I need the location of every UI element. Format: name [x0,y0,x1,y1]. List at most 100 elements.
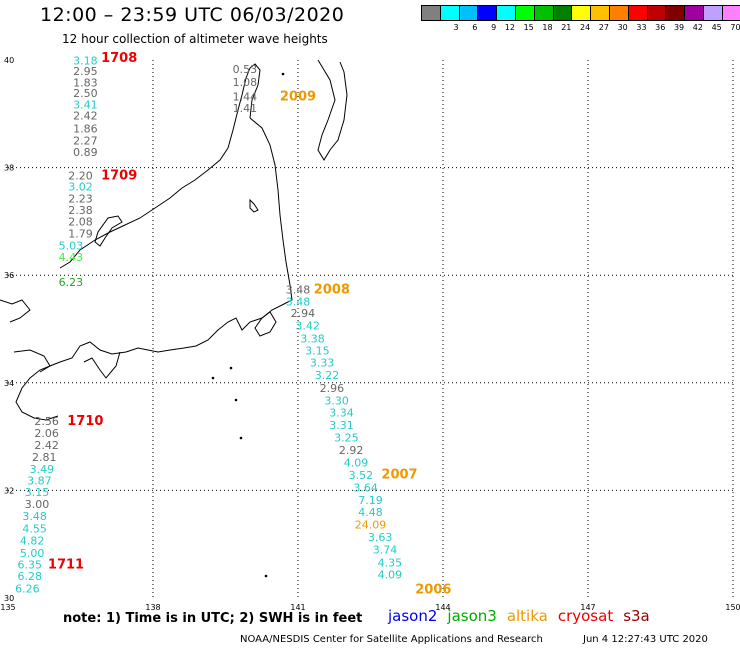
colorbar-cell: 12 [496,5,516,32]
wave-height-value: 3.30 [324,394,349,407]
wave-height-value: 1.41 [233,102,258,115]
wave-height-value: 3.74 [373,543,398,556]
wave-height-value: 3.49 [30,463,55,476]
colorbar-label: 39 [673,23,685,32]
wave-height-value: 3.25 [334,431,359,444]
axis-tick-labels: 135 138 141 144 147 150 40 38 36 34 32 30 [0,56,740,612]
wave-height-value: 1.08 [233,76,258,89]
colorbar-cell: 24 [571,5,592,32]
coastline-noto [94,215,123,247]
colorbar-cell: 27 [590,5,610,32]
coastline-shikoku [13,349,51,373]
colorbar-cell: 70 [721,5,740,32]
wave-height-value: 1.44 [233,90,258,103]
wave-height-value: 3.18 [73,54,98,67]
wave-height-value: 3.15 [25,486,50,499]
colorbar-label: 21 [561,23,572,32]
colorbar-label: 12 [504,23,515,32]
lon-tick-label: 141 [290,603,305,612]
pass-label: 1708 [101,51,137,66]
wave-height-value: 4.09 [344,457,369,470]
lon-tick-label: 147 [580,603,595,612]
footer-timestamp: Jun 4 12:27:43 UTC 2020 [583,634,708,645]
coastline-honshu-west [59,63,261,269]
legend-altika: altika [506,607,548,625]
wave-height-value: 5.00 [20,547,45,560]
wave-height-value: 6.23 [59,276,84,289]
colorbar-label: 9 [491,23,497,32]
wave-height-value: 4.55 [22,522,47,535]
coastline-hokkaido [317,59,348,161]
wave-height-value: 3.00 [25,498,50,511]
wave-height-value: 4.48 [358,506,383,519]
wave-height-value: 2.42 [34,439,59,452]
wave-height-value: 3.33 [310,357,335,370]
colorbar-label: 70 [730,23,740,32]
wave-height-value: 3.41 [73,98,98,111]
wave-height-value: 6.26 [15,583,40,596]
coastline-west-wk [0,299,31,323]
island-dot [264,574,268,578]
wave-height-value: 3.02 [68,181,93,194]
island-dot [234,398,238,402]
colorbar-label: 45 [711,23,722,32]
wave-height-value: 2.27 [73,134,98,147]
wave-height-value: 3.38 [300,332,325,345]
lat-tick-label: 36 [4,271,14,280]
colorbar-cell: 30 [608,5,629,32]
lon-tick-label: 135 [0,603,15,612]
pass-label: 1709 [101,168,137,183]
wave-height-value: 2.56 [34,415,59,428]
wave-height-value: 3.42 [295,320,320,333]
lat-tick-label: 38 [4,164,14,173]
pass-label: 2006 [415,583,451,598]
wave-height-value: 2.23 [68,193,93,206]
legend-jason3: jason3 [447,607,497,625]
wave-height-value: 2.50 [73,87,98,100]
wave-height-value: 4.82 [20,535,45,548]
lon-tick-label: 150 [725,603,740,612]
wave-height-value: 3.48 [286,283,311,296]
lat-tick-label: 30 [4,594,14,603]
wave-height-value: 2.94 [291,307,316,320]
colorbar-label: 42 [692,23,703,32]
island-dot [211,376,215,380]
colorbar-label: 30 [617,23,628,32]
pass-label: 2008 [314,282,350,297]
wave-height-value: 2.96 [320,382,345,395]
island-dot [239,436,243,440]
lon-tick-label: 144 [435,603,450,612]
lat-tick-label: 34 [4,379,14,388]
wave-height-value: 6.28 [18,570,43,583]
pass-label: 1710 [67,414,103,429]
colorbar-cell: 45 [702,5,723,32]
colorbar-label: 3 [453,23,459,32]
wave-height-value: 1.83 [73,76,98,89]
legend-jason2: jason2 [388,607,438,625]
legend-cryosat: cryosat [557,607,614,625]
wave-height-value: 2.42 [73,110,98,123]
map-subtitle: 12 hour collection of altimeter wave hei… [62,32,328,46]
coastline [0,59,348,421]
wave-height-value: 2.95 [73,65,98,78]
colorbar-label: 18 [542,23,553,32]
wave-height-value: 3.52 [349,469,374,482]
lat-tick-label: 32 [4,486,14,495]
wave-height-value: 2.06 [34,427,59,440]
wave-height-value: 3.87 [27,474,52,487]
pass-labels: 1708 1709 1710 1711 2009 2008 2007 2006 [48,51,452,598]
pass-label: 1711 [48,557,84,572]
colorbar-cell: 9 [477,5,498,32]
lat-tick-label: 40 [4,56,14,65]
wave-height-value: 6.35 [18,558,43,571]
footer-credit: NOAA/NESDIS Center for Satellite Applica… [240,634,543,645]
colorbar-label: 15 [523,23,534,32]
island-dot [229,366,233,370]
satellite-legend: jason2 jason3 altika cryosat s3a [388,607,660,625]
wave-height-value: 0.89 [73,146,98,159]
lat-lon-grid [8,60,734,598]
wave-height-value: 4.09 [378,569,403,582]
wave-height-value: 1.79 [68,228,93,241]
pass-label: 2007 [381,468,417,483]
